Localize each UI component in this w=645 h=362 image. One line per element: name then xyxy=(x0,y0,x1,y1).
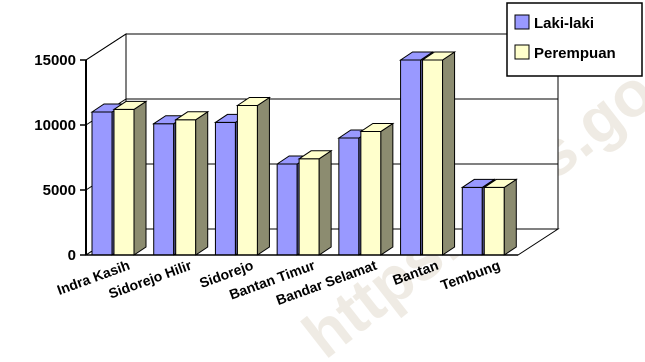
bar-perempuan-6 xyxy=(420,51,457,256)
bar-perempuan-2 xyxy=(174,110,210,256)
y-tick-label: 5000 xyxy=(43,182,76,199)
legend xyxy=(506,2,643,77)
y-tick-label: 10000 xyxy=(34,117,76,134)
bar-perempuan-1 xyxy=(112,100,148,256)
legend-swatch xyxy=(514,14,530,30)
legend-label: Laki-laki xyxy=(534,15,594,32)
bar-perempuan-4 xyxy=(297,149,333,256)
y-tick-label: 0 xyxy=(68,247,76,264)
bar-perempuan-7 xyxy=(482,178,518,256)
y-tick-label: 15000 xyxy=(34,52,76,69)
bar-perempuan-5 xyxy=(359,122,395,256)
bar-perempuan-3 xyxy=(235,96,272,256)
legend-swatch xyxy=(514,44,530,60)
gridline xyxy=(85,33,558,61)
legend-label: Perempuan xyxy=(534,45,616,62)
